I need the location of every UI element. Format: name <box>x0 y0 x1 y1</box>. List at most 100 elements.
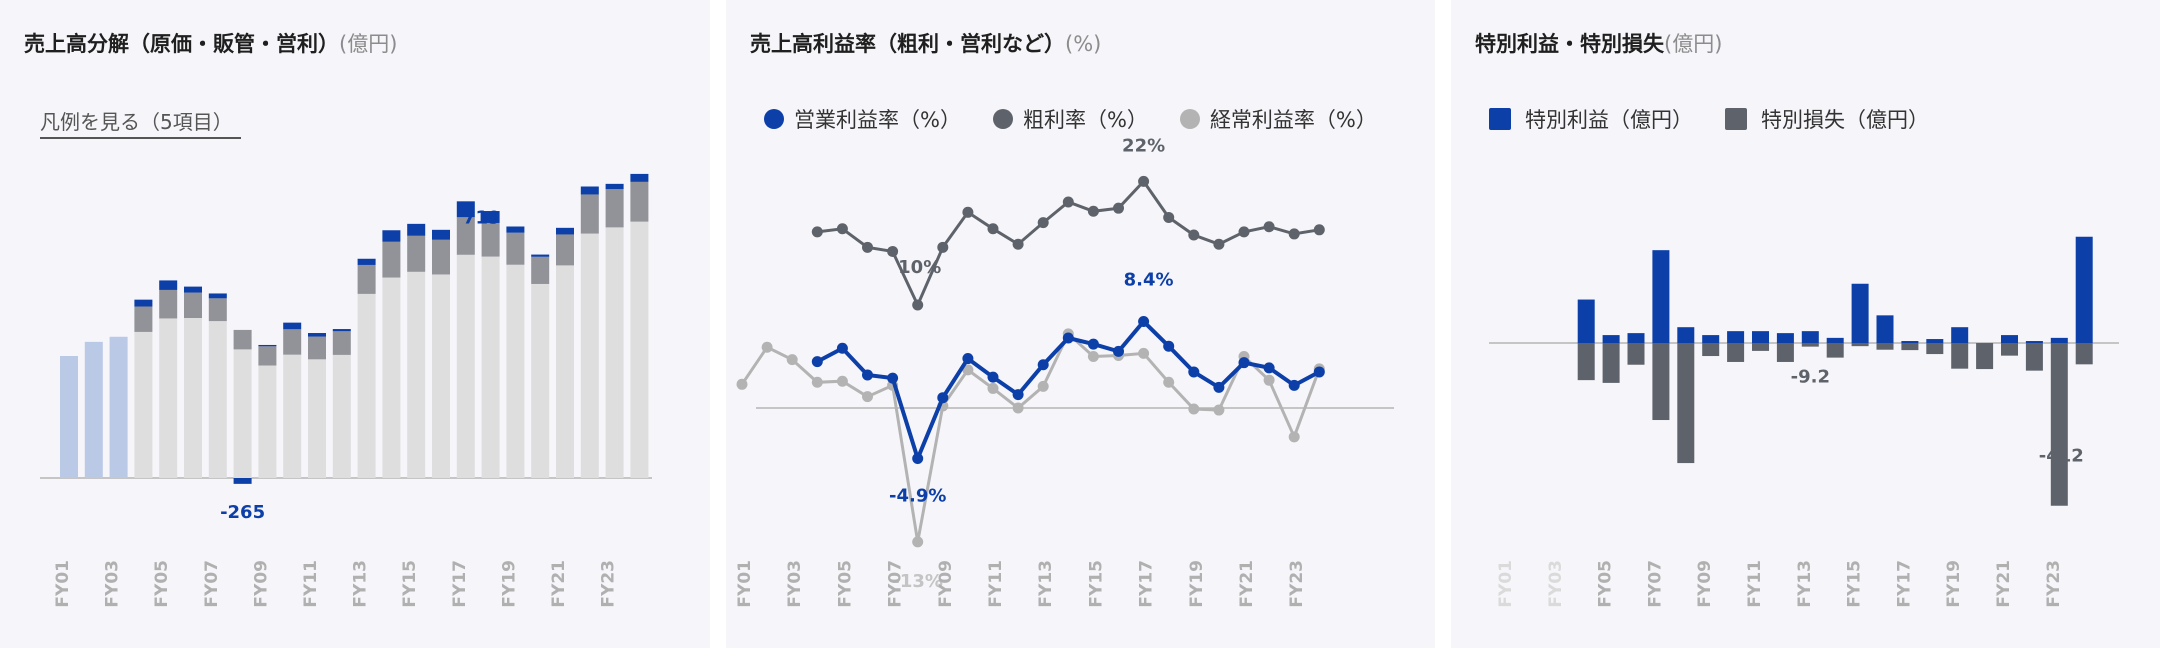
legend-marker <box>1725 108 1747 130</box>
legend-label: 特別損失（億円） <box>1761 108 1929 132</box>
bar-segment <box>208 298 227 322</box>
bar-segment <box>233 349 252 478</box>
bar-segment <box>481 211 500 223</box>
data-point <box>937 241 949 253</box>
x-tick-label: FY09 <box>1695 560 1715 608</box>
panel-title-text: 売上高利益率（粗利・営利など） <box>750 32 1065 56</box>
x-tick-label: FY13 <box>1795 560 1815 608</box>
bar-segment <box>357 293 376 478</box>
legend-item-extraordinary-income[interactable]: 特別利益（億円） <box>1489 104 1693 134</box>
bar-segment <box>184 292 202 318</box>
x-tick-label: FY07 <box>886 560 906 608</box>
bar-segment <box>605 189 624 228</box>
bar-segment <box>134 306 153 332</box>
data-point <box>1012 402 1024 414</box>
loss-bar <box>1752 343 1769 351</box>
data-label: -412 <box>2039 446 2084 467</box>
bar-segment <box>506 264 525 478</box>
data-point <box>1138 315 1150 327</box>
data-point <box>1037 380 1049 392</box>
loss-bar <box>1901 343 1919 351</box>
chart-legend: 特別利益（億円） 特別損失（億円） <box>1489 104 2160 135</box>
data-point <box>1263 374 1275 386</box>
x-tick-label: FY17 <box>1894 560 1914 608</box>
income-bar <box>1876 315 1894 343</box>
data-point <box>1188 403 1200 415</box>
legend-marker <box>764 109 784 129</box>
income-bar <box>1677 327 1695 343</box>
sales-breakdown-chart: -265 719 FY01 FY03 FY05 FY07 FY09 FY11 FY13 FY15 F… <box>40 173 652 608</box>
data-point <box>1288 431 1300 443</box>
bar-segment <box>630 181 649 222</box>
data-point <box>937 392 949 404</box>
data-point <box>1213 404 1225 416</box>
bar-segment <box>208 321 227 478</box>
x-tick-label: FY05 <box>835 560 855 608</box>
income-bar <box>1776 333 1794 343</box>
data-point <box>987 223 999 235</box>
data-point <box>962 353 974 365</box>
bar-segment <box>233 329 252 350</box>
legend-item-ordinary-margin[interactable]: 経常利益率（%） <box>1179 104 1377 134</box>
bar-segment <box>332 354 351 478</box>
legend-item-gross-margin[interactable]: 粗利率（%） <box>992 104 1148 134</box>
data-point <box>987 371 999 383</box>
data-label: 8.4% <box>1124 269 1174 290</box>
x-tick-label: FY05 <box>1596 560 1616 608</box>
data-point <box>1037 217 1049 229</box>
income-bar <box>1602 335 1620 343</box>
data-point <box>1288 379 1300 391</box>
bar-segment <box>456 254 475 478</box>
bar-segment <box>407 223 426 236</box>
bar-segment <box>556 265 574 478</box>
bar-segment <box>283 354 302 478</box>
data-point <box>1012 238 1024 250</box>
income-bar <box>2050 337 2068 343</box>
legend-marker <box>992 109 1013 129</box>
bar-segment <box>481 256 500 478</box>
income-bar <box>1702 335 1720 343</box>
bar-segment <box>184 286 202 293</box>
show-legend-link[interactable]: 凡例を見る（5項目） <box>40 106 241 139</box>
x-tick-label: FY11 <box>1745 560 1765 608</box>
legend-marker <box>1489 108 1511 130</box>
bar-segment <box>382 241 401 278</box>
bar-segment <box>531 283 550 478</box>
data-point <box>736 378 748 390</box>
income-bar <box>1851 283 1869 343</box>
data-point <box>1288 228 1300 240</box>
bar-segment <box>556 227 574 235</box>
x-tick-label: FY19 <box>499 560 519 608</box>
data-point <box>1313 224 1325 236</box>
data-point <box>836 375 848 387</box>
data-point <box>1138 347 1150 359</box>
x-tick-label: FY13 <box>351 560 371 608</box>
data-point <box>1138 175 1150 187</box>
data-point <box>1238 226 1250 238</box>
loss-bar <box>1677 343 1695 464</box>
x-tick-label: FY01 <box>735 560 755 608</box>
data-point <box>836 223 848 235</box>
bar-segment <box>60 356 78 478</box>
bar-segment <box>159 280 178 290</box>
panel-title-unit: (億円) <box>339 32 398 56</box>
data-point <box>1313 366 1325 378</box>
legend-item-extraordinary-loss[interactable]: 特別損失（億円） <box>1725 104 1929 134</box>
extraordinary-items-chart: -9.2 -412 FY01 FY03 FY05 FY07 FY09 FY11 FY13 FY15… <box>1489 236 2119 608</box>
profit-margin-panel: 売上高利益率（粗利・営利など）(%) 営業利益率（%） 粗利率（%） 経常利益率（%… <box>726 0 1435 648</box>
loss-bar <box>1577 343 1595 381</box>
bar-segment <box>134 331 153 478</box>
bar-segment <box>308 336 326 360</box>
income-bar <box>1901 341 1919 343</box>
data-point <box>786 354 798 366</box>
x-tick-label: FY07 <box>1645 560 1665 608</box>
legend-item-operating-margin[interactable]: 営業利益率（%） <box>764 104 961 134</box>
legend-label: 特別利益（億円） <box>1525 108 1693 132</box>
bar-segment <box>134 299 153 307</box>
data-point <box>987 382 999 394</box>
panel-title: 売上高利益率（粗利・営利など）(%) <box>750 28 1101 58</box>
data-label: -13% <box>892 571 943 592</box>
bar-segment <box>432 274 450 478</box>
x-tick-label: FY15 <box>1086 560 1106 608</box>
bar-segment <box>233 478 252 484</box>
